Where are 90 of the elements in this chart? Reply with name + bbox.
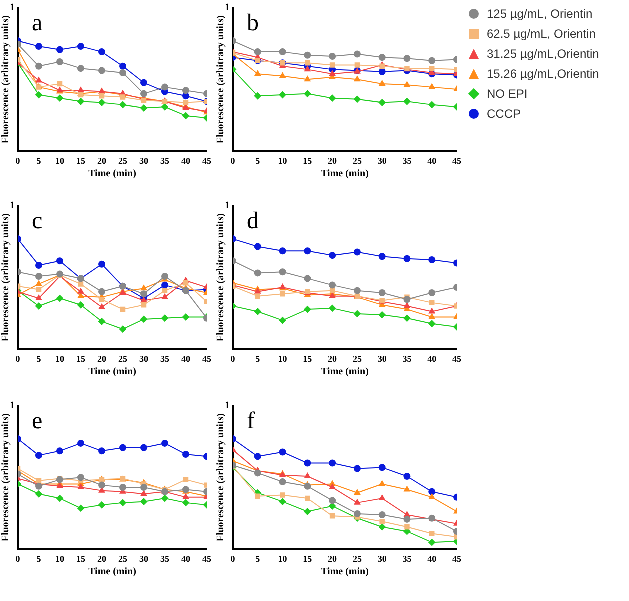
text: 1 xyxy=(225,2,230,14)
x-tick-label: 35 xyxy=(160,156,170,166)
x-tick-label: 25 xyxy=(118,156,128,166)
x-tick-label: 15 xyxy=(303,156,313,166)
y-axis-title: Fluorescence (arbitrary units) xyxy=(216,214,227,342)
x-axis-title: Time (min) xyxy=(321,566,369,578)
x-tick-label: 0 xyxy=(230,156,236,166)
x-tick-label: 25 xyxy=(352,554,362,564)
legend-label: NO EPI xyxy=(487,87,528,101)
chart-title: a xyxy=(32,10,43,36)
legend-label: 15.26 µg/mL,Orientin xyxy=(487,67,600,81)
y-axis-title: Fluorescence (arbitrary units) xyxy=(0,214,12,342)
x-tick-label: 20 xyxy=(328,554,338,564)
x-tick-label: 25 xyxy=(118,554,128,564)
legend-label: 62.5 µg/mL, Orientin xyxy=(487,27,596,41)
x-tick-label: 0 xyxy=(16,554,21,564)
legend-label: 125 µg/mL, Orientin xyxy=(487,7,593,21)
chart-title: e xyxy=(32,408,43,434)
x-axis-title: Time (min) xyxy=(88,566,136,578)
legend-label: CCCP xyxy=(487,107,522,121)
x-tick-label: 15 xyxy=(303,354,313,364)
y-axis-title: Fluorescence (arbitrary units) xyxy=(0,16,12,144)
x-axis-title: Time (min) xyxy=(321,366,369,378)
x-tick-label: 5 xyxy=(36,554,42,564)
chart-title: f xyxy=(247,408,255,434)
x-tick-label: 35 xyxy=(160,354,170,364)
chart-title: b xyxy=(247,10,259,36)
chart-title: d xyxy=(247,208,259,234)
x-tick-label: 40 xyxy=(182,354,191,364)
text: 1 xyxy=(10,200,15,212)
text: 1 xyxy=(225,200,230,212)
x-tick-label: 40 xyxy=(428,156,438,166)
x-tick-label: 35 xyxy=(402,156,412,166)
y-axis-title: Fluorescence (arbitrary units) xyxy=(216,414,227,542)
text: 1 xyxy=(10,2,15,14)
x-tick-label: 10 xyxy=(56,354,65,364)
x-tick-label: 0 xyxy=(230,354,236,364)
x-tick-label: 35 xyxy=(402,354,412,364)
x-tick-label: 30 xyxy=(140,354,149,364)
x-tick-label: 25 xyxy=(352,354,362,364)
x-tick-label: 45 xyxy=(202,354,212,364)
x-tick-label: 30 xyxy=(378,354,388,364)
x-tick-label: 20 xyxy=(98,354,107,364)
x-tick-label: 40 xyxy=(428,354,438,364)
x-tick-label: 10 xyxy=(278,354,288,364)
chart-title: c xyxy=(32,208,43,234)
x-tick-label: 0 xyxy=(16,156,21,166)
x-tick-label: 5 xyxy=(256,156,261,166)
x-axis-title: Time (min) xyxy=(88,366,136,378)
x-axis-title: Time (min) xyxy=(88,168,136,180)
x-tick-label: 0 xyxy=(230,554,236,564)
y-axis-title: Fluorescence (arbitrary units) xyxy=(216,16,227,144)
x-tick-label: 45 xyxy=(452,554,462,564)
x-tick-label: 40 xyxy=(182,156,191,166)
x-tick-label: 10 xyxy=(278,554,288,564)
x-tick-label: 5 xyxy=(36,354,42,364)
legend-label: 31.25 µg/mL,Orientin xyxy=(487,47,600,61)
text: 1 xyxy=(225,400,230,412)
x-tick-label: 30 xyxy=(140,554,149,564)
x-tick-label: 45 xyxy=(202,554,212,564)
x-axis-title: Time (min) xyxy=(321,168,369,180)
x-tick-label: 0 xyxy=(16,354,21,364)
x-tick-label: 20 xyxy=(98,554,107,564)
x-tick-label: 40 xyxy=(182,554,191,564)
x-tick-label: 20 xyxy=(328,156,338,166)
y-axis-title: Fluorescence (arbitrary units) xyxy=(0,414,12,542)
x-tick-label: 15 xyxy=(303,554,313,564)
x-tick-label: 20 xyxy=(98,156,107,166)
x-tick-label: 20 xyxy=(328,354,338,364)
x-tick-label: 5 xyxy=(256,554,261,564)
x-tick-label: 45 xyxy=(202,156,212,166)
x-tick-label: 25 xyxy=(352,156,362,166)
x-tick-label: 35 xyxy=(160,554,170,564)
x-tick-label: 15 xyxy=(76,156,86,166)
text: 1 xyxy=(10,400,15,412)
x-tick-label: 10 xyxy=(56,554,65,564)
x-tick-label: 15 xyxy=(76,354,86,364)
x-tick-label: 5 xyxy=(36,156,42,166)
x-tick-label: 10 xyxy=(278,156,288,166)
x-tick-label: 25 xyxy=(118,354,128,364)
x-tick-label: 10 xyxy=(56,156,65,166)
x-tick-label: 45 xyxy=(452,156,462,166)
x-tick-label: 35 xyxy=(402,554,412,564)
x-tick-label: 30 xyxy=(140,156,149,166)
x-tick-label: 45 xyxy=(452,354,462,364)
x-tick-label: 40 xyxy=(428,554,438,564)
x-tick-label: 5 xyxy=(256,354,261,364)
x-tick-label: 30 xyxy=(378,156,388,166)
x-tick-label: 15 xyxy=(76,554,86,564)
x-tick-label: 30 xyxy=(378,554,388,564)
